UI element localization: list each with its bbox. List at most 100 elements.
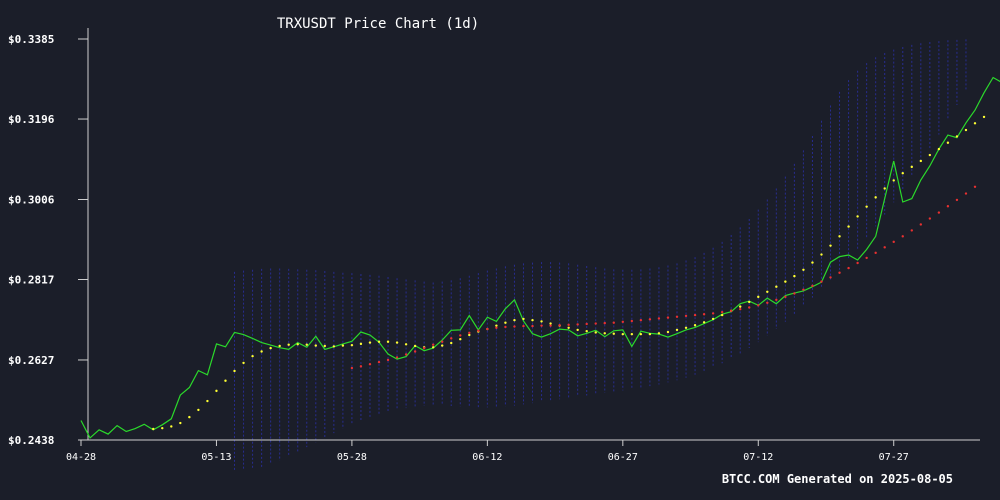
ma-short-dot xyxy=(188,415,191,419)
ma-long-dot xyxy=(766,301,769,305)
ma-long-dot xyxy=(874,251,877,255)
ma-long-dot xyxy=(901,235,904,238)
ma-short-dot xyxy=(811,261,814,264)
chart-title: TRXUSDT Price Chart (1d) xyxy=(277,16,479,32)
ma-short-dot xyxy=(675,328,679,332)
ma-short-dot xyxy=(531,318,534,322)
ma-short-dot xyxy=(973,122,977,125)
ma-long-dot xyxy=(531,324,534,328)
ma-long-dot xyxy=(504,325,507,329)
ma-short-dot xyxy=(450,341,453,345)
ma-short-dot xyxy=(251,354,254,358)
ma-short-dot xyxy=(495,324,498,327)
ma-short-dot xyxy=(350,343,354,347)
ma-short-dot xyxy=(224,379,227,382)
ma-long-dot xyxy=(540,324,543,327)
ma-long-dot xyxy=(477,329,480,332)
ma-short-dot xyxy=(576,328,579,332)
ma-long-dot xyxy=(441,340,444,343)
ma-short-dot xyxy=(314,344,317,347)
ma-short-dot xyxy=(766,290,769,293)
ma-short-dot xyxy=(242,361,245,365)
ma-short-dot xyxy=(820,253,823,256)
ma-short-dot xyxy=(567,326,570,329)
ma-short-dot xyxy=(197,408,200,412)
ma-short-dot xyxy=(504,321,507,324)
ma-long-dot xyxy=(666,316,670,319)
ma-short-dot xyxy=(648,332,652,336)
ma-long-dot xyxy=(567,323,570,327)
ma-short-dot xyxy=(170,425,173,428)
ma-long-dot xyxy=(558,324,561,327)
x-tick-label: 04-28 xyxy=(66,452,96,463)
ma-short-dot xyxy=(684,326,688,329)
ma-long-dot xyxy=(675,315,679,318)
ma-short-dot xyxy=(892,179,895,182)
ma-long-dot xyxy=(350,366,354,370)
ma-short-dot xyxy=(829,244,832,247)
ma-long-dot xyxy=(955,198,959,202)
price-line xyxy=(80,76,1000,439)
ma-long-dot xyxy=(964,192,968,195)
ma-short-dot xyxy=(459,338,462,341)
x-tick-label: 07-27 xyxy=(879,452,909,463)
ma-long-dot xyxy=(585,322,588,326)
ma-long-dot xyxy=(720,310,724,314)
ma-long-dot xyxy=(847,266,850,270)
ma-short-dot xyxy=(386,340,390,343)
ma-long-dot xyxy=(838,271,841,274)
ma-short-dot xyxy=(946,141,950,144)
ma-long-dot xyxy=(630,319,634,323)
ma-short-dot xyxy=(368,341,372,344)
ma-short-dot xyxy=(784,280,787,283)
ma-short-dot xyxy=(621,332,625,336)
ma-long-dot xyxy=(757,304,760,307)
ma-short-dot xyxy=(404,343,408,346)
ma-long-dot xyxy=(729,309,733,313)
ma-short-dot xyxy=(910,165,913,169)
ma-long-dot xyxy=(513,325,516,328)
ma-long-dot xyxy=(368,363,372,366)
ma-short-dot xyxy=(982,115,986,119)
ma-short-dot xyxy=(901,172,904,175)
y-tick-label: $0.2438 xyxy=(8,434,54,447)
ma-long-dot xyxy=(603,321,606,325)
x-tick-label: 06-27 xyxy=(608,452,638,463)
ma-short-dot xyxy=(260,350,263,353)
ma-short-dot xyxy=(296,343,299,346)
ma-short-dot xyxy=(161,426,164,430)
ma-short-dot xyxy=(441,344,444,347)
x-tick-label: 05-28 xyxy=(337,452,367,463)
ma-long-dot xyxy=(386,358,390,362)
ma-short-dot xyxy=(278,344,281,348)
ma-short-dot xyxy=(720,313,724,317)
ma-short-dot xyxy=(865,205,868,208)
ma-long-dot xyxy=(937,211,941,214)
ma-short-dot xyxy=(594,331,597,334)
ma-short-dot xyxy=(748,300,751,304)
ma-long-dot xyxy=(693,313,697,317)
volatility-band xyxy=(234,39,967,470)
ma-short-dot xyxy=(955,135,959,138)
ma-short-dot xyxy=(612,332,615,335)
ma-long-dot xyxy=(820,280,823,283)
ma-long-dot xyxy=(829,276,832,279)
ma-short-dot xyxy=(775,285,778,288)
ma-short-dot xyxy=(413,344,417,348)
series xyxy=(80,76,1000,439)
ma-long-dot xyxy=(910,229,913,232)
x-tick-label: 07-12 xyxy=(743,452,773,463)
ma-long-dot xyxy=(883,246,886,249)
ma-long-dot xyxy=(594,322,597,325)
ma-long-dot xyxy=(928,217,932,220)
ma-long-dot xyxy=(856,261,859,265)
ma-short-dot xyxy=(305,343,308,346)
ma-long-dot xyxy=(973,185,977,188)
ma-short-dot xyxy=(513,318,516,322)
ma-long-dot xyxy=(648,318,652,321)
ma-short-dot xyxy=(522,317,525,321)
axes xyxy=(80,28,980,441)
ma-short-dot xyxy=(359,342,363,346)
ma-short-dot xyxy=(269,346,272,350)
